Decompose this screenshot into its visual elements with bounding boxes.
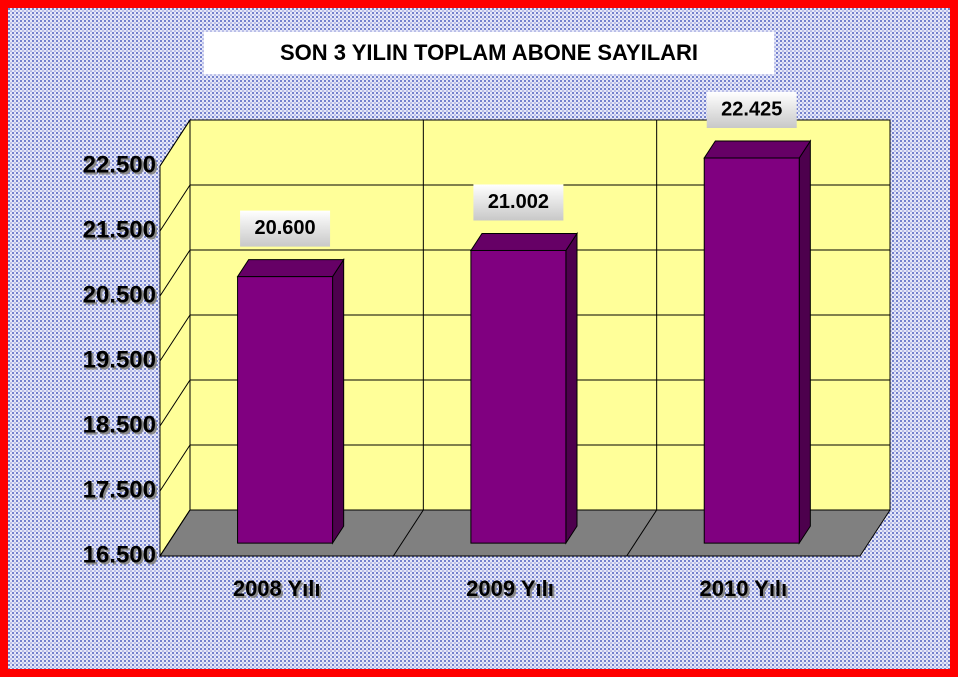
bar: [470, 249, 567, 544]
value-label: 20.600: [254, 217, 315, 239]
y-tick-label-shadow: 21.500: [85, 218, 158, 245]
x-tick-label: 2009 Yılı: [466, 576, 554, 601]
bar-side: [565, 231, 578, 545]
bar-top: [469, 232, 578, 251]
y-tick-label-shadow: 16.500: [85, 543, 158, 570]
y-tick-label: 22.500: [83, 151, 156, 178]
bar-top: [703, 140, 812, 159]
side-grid-line: [159, 379, 191, 427]
bar-side: [798, 139, 811, 545]
side-grid-line: [159, 509, 191, 557]
bar-top: [236, 259, 345, 278]
y-tick-label: 17.500: [83, 476, 156, 503]
y-tick-label: 16.500: [83, 541, 156, 568]
x-tick-label: 2008 Yılı: [233, 576, 321, 601]
x-tick-label: 2010 Yılı: [699, 576, 787, 601]
y-tick-label: 18.500: [83, 411, 156, 438]
x-tick-label-shadow: 2008 Yılı: [235, 578, 323, 603]
x-tick-label-shadow: 2009 Yılı: [468, 578, 556, 603]
y-tick-label: 20.500: [83, 281, 156, 308]
value-label-box: [473, 184, 564, 221]
y-tick-label: 21.500: [83, 216, 156, 243]
bar: [703, 157, 800, 544]
side-grid-line: [159, 314, 191, 362]
value-label: 22.425: [721, 98, 782, 120]
bar-side: [332, 257, 345, 545]
value-label: 21.002: [488, 191, 549, 213]
side-grid-line: [159, 249, 191, 297]
y-tick-label: 19.500: [83, 346, 156, 373]
bar: [237, 276, 334, 544]
chart-title: SON 3 YILIN TOPLAM ABONE SAYILARI: [280, 40, 698, 65]
title-box: [204, 32, 774, 74]
value-label-box: [706, 91, 797, 128]
y-tick-label-shadow: 18.500: [85, 413, 158, 440]
side-grid-line: [159, 444, 191, 492]
x-tick-label-shadow: 2010 Yılı: [701, 578, 789, 603]
y-tick-label-shadow: 19.500: [85, 348, 158, 375]
y-tick-label-shadow: 22.500: [85, 153, 158, 180]
floor-divider: [626, 509, 658, 557]
y-tick-label-shadow: 20.500: [85, 283, 158, 310]
side-grid-line: [159, 119, 191, 167]
floor-divider: [392, 509, 424, 557]
y-tick-label-shadow: 17.500: [85, 478, 158, 505]
value-label-box: [240, 210, 331, 247]
side-grid-line: [159, 184, 191, 232]
